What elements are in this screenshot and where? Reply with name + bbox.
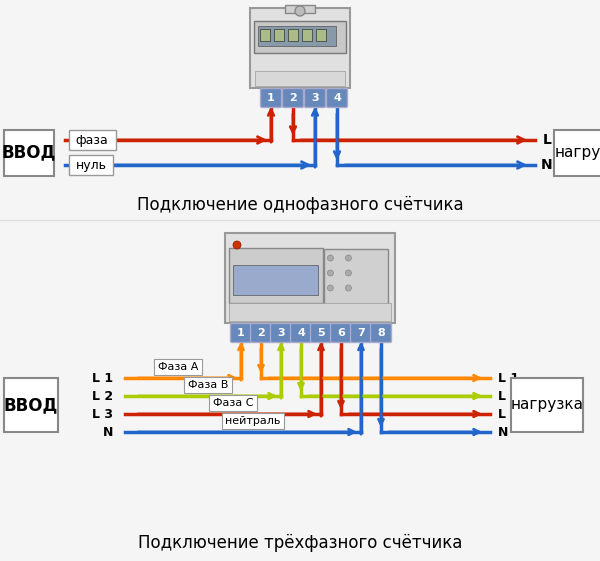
Text: Фаза В: Фаза В [188,380,228,390]
Text: Подключение однофазного счётчика: Подключение однофазного счётчика [137,196,463,214]
Circle shape [346,270,352,276]
Text: нейтраль: нейтраль [226,416,281,426]
Text: 3: 3 [311,93,319,103]
Circle shape [346,285,352,291]
FancyBboxPatch shape [371,324,392,343]
FancyBboxPatch shape [4,130,54,176]
FancyBboxPatch shape [4,378,58,432]
FancyBboxPatch shape [209,395,257,411]
FancyBboxPatch shape [305,89,325,108]
Text: 4: 4 [297,328,305,338]
Circle shape [328,270,334,276]
Text: N: N [498,425,508,439]
Text: ВВОД: ВВОД [4,396,58,414]
Circle shape [328,255,334,261]
Text: Фаза А: Фаза А [158,362,198,372]
FancyBboxPatch shape [250,8,350,88]
FancyBboxPatch shape [255,71,345,86]
FancyBboxPatch shape [283,89,304,108]
Text: 5: 5 [317,328,325,338]
FancyBboxPatch shape [311,324,331,343]
Text: фаза: фаза [76,134,109,146]
Text: ВВОД: ВВОД [2,144,56,162]
Circle shape [295,6,305,16]
FancyBboxPatch shape [260,29,270,41]
FancyBboxPatch shape [554,130,600,176]
FancyBboxPatch shape [302,29,312,41]
FancyBboxPatch shape [350,324,371,343]
FancyBboxPatch shape [316,29,326,41]
FancyBboxPatch shape [69,155,113,175]
FancyBboxPatch shape [271,324,292,343]
Text: L 3: L 3 [498,407,519,421]
FancyBboxPatch shape [290,324,311,343]
Text: 2: 2 [289,93,297,103]
FancyBboxPatch shape [326,89,347,108]
Text: 3: 3 [277,328,285,338]
Text: Подключение трёхфазного счётчика: Подключение трёхфазного счётчика [138,534,462,552]
Circle shape [346,255,352,261]
Text: 1: 1 [237,328,245,338]
Text: L 2: L 2 [498,389,519,402]
FancyBboxPatch shape [254,21,346,53]
FancyBboxPatch shape [258,26,336,46]
FancyBboxPatch shape [229,303,391,321]
Text: L 1: L 1 [498,371,519,384]
FancyBboxPatch shape [184,377,232,393]
Text: L: L [43,133,52,147]
Text: 7: 7 [357,328,365,338]
Text: N: N [103,425,113,439]
FancyBboxPatch shape [230,324,251,343]
Text: N: N [541,158,553,172]
Text: L 1: L 1 [92,371,113,384]
Text: 4: 4 [333,93,341,103]
Text: L 2: L 2 [92,389,113,402]
Text: 8: 8 [377,328,385,338]
FancyBboxPatch shape [69,130,116,150]
FancyBboxPatch shape [251,324,271,343]
Text: L 3: L 3 [92,407,113,421]
FancyBboxPatch shape [260,89,281,108]
Text: N: N [41,158,53,172]
Circle shape [328,285,334,291]
FancyBboxPatch shape [225,233,395,323]
FancyBboxPatch shape [274,29,284,41]
Text: нагрузка: нагрузка [511,398,583,412]
FancyBboxPatch shape [331,324,352,343]
FancyBboxPatch shape [233,265,318,295]
Text: 2: 2 [257,328,265,338]
FancyBboxPatch shape [229,248,323,303]
Circle shape [233,241,241,249]
FancyBboxPatch shape [323,249,388,311]
FancyBboxPatch shape [511,378,583,432]
Text: 6: 6 [337,328,345,338]
Text: 1: 1 [267,93,275,103]
Text: нуль: нуль [76,159,107,172]
FancyBboxPatch shape [222,413,284,429]
FancyBboxPatch shape [154,359,202,375]
Text: L: L [542,133,551,147]
FancyBboxPatch shape [285,5,315,13]
FancyBboxPatch shape [288,29,298,41]
Text: Фаза С: Фаза С [213,398,253,408]
Text: нагрузка: нагрузка [554,145,600,160]
